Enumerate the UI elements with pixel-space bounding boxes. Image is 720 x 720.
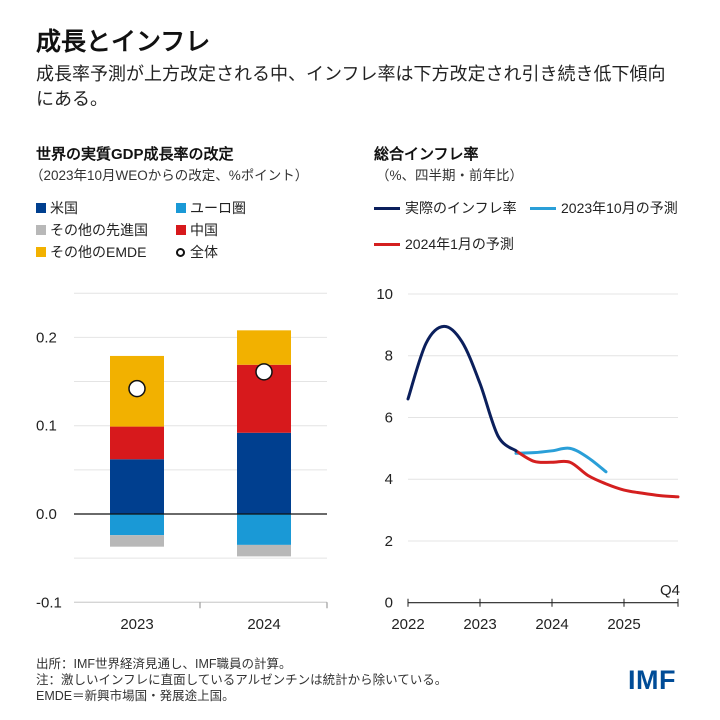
y-tick-label: -0.1 <box>36 594 62 611</box>
y-tick-label: 0.2 <box>36 329 57 346</box>
legend-item-other-advanced: その他の先進国 <box>36 220 148 240</box>
legend-circle-icon <box>176 247 185 257</box>
page-title: 成長とインフレ <box>36 28 211 56</box>
y-tick-label: 0.0 <box>36 506 57 523</box>
legend-label: 全体 <box>190 244 218 260</box>
page-subtitle: 成長率予測が上方改定される中、インフレ率は下方改定され引き続き低下傾向にある。 <box>36 64 666 109</box>
x-tick-label: 2024 <box>535 616 568 633</box>
y-tick-label: 6 <box>385 409 393 426</box>
x-tick-label: 2025 <box>607 616 640 633</box>
imf-logo: IMF <box>628 665 676 695</box>
legend-label: 実際のインフレ率 <box>405 200 517 216</box>
legend-label: 2024年1月の予測 <box>405 236 514 252</box>
bar-segment <box>237 544 291 557</box>
legend-label: その他の先進国 <box>50 222 148 238</box>
y-tick-label: 10 <box>376 286 393 303</box>
legend-label: 2023年10月の予測 <box>561 200 678 216</box>
bar-segment <box>110 535 164 547</box>
legend-item-actual: 実際のインフレ率 <box>374 198 517 218</box>
legend-line <box>374 242 400 246</box>
series-line <box>514 449 680 499</box>
bar-segment <box>237 330 291 365</box>
line-legend: 実際のインフレ率 2023年10月の予測 2024年1月の予測 <box>374 198 714 258</box>
legend-label: ユーロ圏 <box>190 200 246 216</box>
legend-item-oct2023: 2023年10月の予測 <box>530 198 678 218</box>
y-tick-label: 0 <box>385 595 393 612</box>
legend-swatch <box>36 203 46 213</box>
line-chart: 10 8 6 4 2 0 2022 2023 2024 2025 Q4 <box>376 286 680 633</box>
legend-item-jan2024: 2024年1月の予測 <box>374 234 514 254</box>
y-tick-label: 4 <box>385 471 393 488</box>
bar-segment <box>237 514 291 545</box>
legend-label: その他のEMDE <box>50 244 147 260</box>
series-line <box>514 446 608 474</box>
footnotes: 出所：IMF世界経済見通し、IMF職員の計算。 注：激しいインフレに直面している… <box>36 656 447 704</box>
y-tick-label: 8 <box>385 348 393 365</box>
bar-chart-subtitle: （2023年10月WEOからの改定、%ポイント） <box>30 168 309 183</box>
bar-segment <box>110 426 164 460</box>
total-marker <box>255 363 273 381</box>
legend-item-china: 中国 <box>176 220 218 240</box>
legend-line <box>374 206 400 210</box>
x-tick-label: 2022 <box>391 616 424 633</box>
legend-item-us: 米国 <box>36 198 78 218</box>
legend-item-euro: ユーロ圏 <box>176 198 246 218</box>
series-line <box>406 324 518 453</box>
legend-line <box>530 206 556 210</box>
note: 注：激しいインフレに直面しているアルゼンチンは統計から除いている。 <box>36 673 448 687</box>
legend-swatch <box>176 203 186 213</box>
line-chart-subtitle: （%、四半期・前年比） <box>376 168 524 183</box>
bar-chart-title: 世界の実質GDP成長率の改定 <box>36 146 234 163</box>
legend-item-total: 全体 <box>176 242 218 262</box>
legend-swatch <box>176 225 186 235</box>
bar-segment <box>110 514 164 536</box>
legend-swatch <box>36 225 46 235</box>
source-note: 出所：IMF世界経済見通し、IMF職員の計算。 <box>36 657 292 671</box>
total-marker <box>128 379 146 398</box>
y-tick-label: 2 <box>385 533 393 550</box>
legend-label: 中国 <box>190 222 218 238</box>
legend-swatch <box>36 247 46 257</box>
x-tick-label: 2024 <box>247 616 280 633</box>
bar-legend: 米国 ユーロ圏 その他の先進国 中国 その他のEMDE 全体 <box>36 198 356 268</box>
bar-segment <box>110 459 164 514</box>
legend-label: 米国 <box>50 200 78 216</box>
bar-segment <box>237 432 291 514</box>
bar-chart: 0.2 0.1 0.0 -0.1 2023 2024 <box>36 292 328 633</box>
legend-item-other-emde: その他のEMDE <box>36 242 146 262</box>
x-tick-label: 2023 <box>120 616 153 633</box>
y-tick-label: 0.1 <box>36 418 57 435</box>
abbreviation-note: EMDE＝新興市場国・発展途上国。 <box>36 689 235 703</box>
x-end-label: Q4 <box>660 582 680 599</box>
line-chart-title: 総合インフレ率 <box>374 146 479 163</box>
x-tick-label: 2023 <box>463 616 496 633</box>
